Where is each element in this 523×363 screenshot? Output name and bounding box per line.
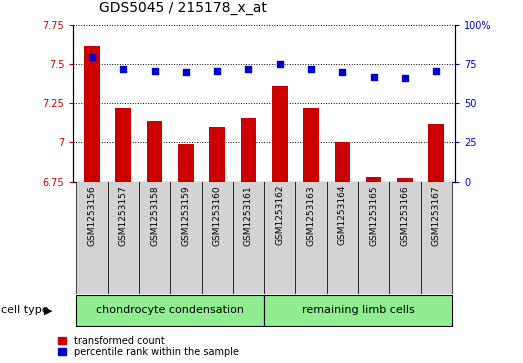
Bar: [303, 108, 319, 182]
Text: GSM1253160: GSM1253160: [213, 185, 222, 245]
FancyBboxPatch shape: [170, 182, 201, 294]
Bar: [178, 144, 194, 182]
Text: remaining limb cells: remaining limb cells: [302, 305, 414, 315]
Point: [338, 69, 347, 75]
Text: ▶: ▶: [44, 305, 53, 315]
FancyBboxPatch shape: [295, 182, 327, 294]
Legend: transformed count, percentile rank within the sample: transformed count, percentile rank withi…: [57, 335, 240, 358]
Bar: [335, 142, 350, 182]
Text: GSM1253165: GSM1253165: [369, 185, 378, 245]
Bar: [241, 118, 256, 182]
Point: [151, 68, 159, 74]
Point: [88, 54, 96, 60]
FancyBboxPatch shape: [420, 182, 452, 294]
FancyBboxPatch shape: [108, 182, 139, 294]
Point: [276, 62, 284, 68]
Text: GSM1253166: GSM1253166: [401, 185, 410, 245]
Text: GSM1253156: GSM1253156: [87, 185, 97, 245]
Bar: [397, 178, 413, 182]
Text: GSM1253163: GSM1253163: [306, 185, 315, 245]
FancyBboxPatch shape: [264, 182, 295, 294]
Bar: [147, 121, 163, 182]
Bar: [366, 177, 381, 182]
Text: GSM1253157: GSM1253157: [119, 185, 128, 245]
Bar: [428, 124, 444, 182]
Text: GSM1253164: GSM1253164: [338, 185, 347, 245]
Text: GSM1253159: GSM1253159: [181, 185, 190, 245]
FancyBboxPatch shape: [264, 295, 452, 326]
Text: GSM1253158: GSM1253158: [150, 185, 159, 245]
Point: [119, 66, 128, 72]
Text: GSM1253167: GSM1253167: [431, 185, 441, 245]
Bar: [116, 108, 131, 182]
Point: [401, 76, 409, 81]
Text: cell type: cell type: [1, 305, 48, 315]
FancyBboxPatch shape: [358, 182, 389, 294]
FancyBboxPatch shape: [327, 182, 358, 294]
Text: GDS5045 / 215178_x_at: GDS5045 / 215178_x_at: [99, 0, 267, 15]
Text: GSM1253162: GSM1253162: [275, 185, 285, 245]
FancyBboxPatch shape: [233, 182, 264, 294]
FancyBboxPatch shape: [76, 182, 108, 294]
Text: GSM1253161: GSM1253161: [244, 185, 253, 245]
Text: chondrocyte condensation: chondrocyte condensation: [96, 305, 244, 315]
Point: [181, 69, 190, 75]
Bar: [84, 46, 100, 182]
Bar: [272, 86, 288, 182]
FancyBboxPatch shape: [389, 182, 420, 294]
Point: [244, 66, 253, 72]
FancyBboxPatch shape: [76, 295, 264, 326]
FancyBboxPatch shape: [201, 182, 233, 294]
Point: [432, 68, 440, 74]
FancyBboxPatch shape: [139, 182, 170, 294]
Point: [369, 74, 378, 80]
Point: [307, 66, 315, 72]
Point: [213, 68, 221, 74]
Bar: [209, 127, 225, 182]
